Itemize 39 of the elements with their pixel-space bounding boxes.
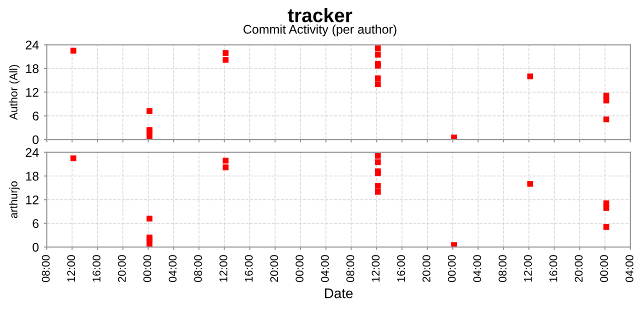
x-tick-label: 00:00 xyxy=(448,255,456,282)
x-tick-label: 16:00 xyxy=(549,255,558,282)
x-tick-label: 12:00 xyxy=(219,255,228,282)
y-axis-title: arthurjo xyxy=(9,181,20,218)
x-tick-label: 16:00 xyxy=(397,255,405,282)
x-tick-label: 20:00 xyxy=(422,255,430,282)
y-tick-label: 12 xyxy=(26,195,38,204)
x-axis-title: Date xyxy=(325,288,353,298)
x-tick-label: 08:00 xyxy=(42,255,50,282)
y-tick-label: 0 xyxy=(32,135,39,144)
chart-subtitle: Commit Activity (per author) xyxy=(244,24,396,36)
y-axis-title: Author (All) xyxy=(9,65,20,120)
x-tick-label: 16:00 xyxy=(244,255,253,282)
x-tick-label: 08:00 xyxy=(498,255,506,282)
y-tick-label: 18 xyxy=(26,172,39,181)
x-tick-label: 04:00 xyxy=(626,255,634,282)
y-tick-label: 12 xyxy=(26,88,38,97)
y-tick-label: 24 xyxy=(26,148,39,157)
y-tick-label: 6 xyxy=(32,112,39,120)
x-tick-label: 00:00 xyxy=(600,255,608,282)
y-tick-label: 18 xyxy=(26,64,39,74)
x-tick-label: 20:00 xyxy=(118,255,126,282)
x-tick-label: 00:00 xyxy=(296,255,304,282)
x-tick-label: 04:00 xyxy=(320,255,329,282)
y-tick-label: 0 xyxy=(32,242,39,252)
x-tick-label: 20:00 xyxy=(270,255,278,282)
x-tick-label: 16:00 xyxy=(92,255,100,282)
x-tick-label: 12:00 xyxy=(372,255,380,282)
x-tick-label: 12:00 xyxy=(67,255,76,282)
chart-title: tracker xyxy=(288,8,352,22)
x-tick-label: 08:00 xyxy=(346,255,354,282)
x-tick-label: 04:00 xyxy=(473,255,482,282)
x-tick-label: 12:00 xyxy=(524,255,532,282)
x-tick-label: 00:00 xyxy=(143,255,152,282)
x-tick-label: 20:00 xyxy=(574,255,583,282)
y-tick-label: 24 xyxy=(26,40,39,50)
y-tick-label: 6 xyxy=(32,219,39,228)
x-tick-label: 08:00 xyxy=(194,255,202,282)
x-tick-label: 04:00 xyxy=(168,255,177,282)
